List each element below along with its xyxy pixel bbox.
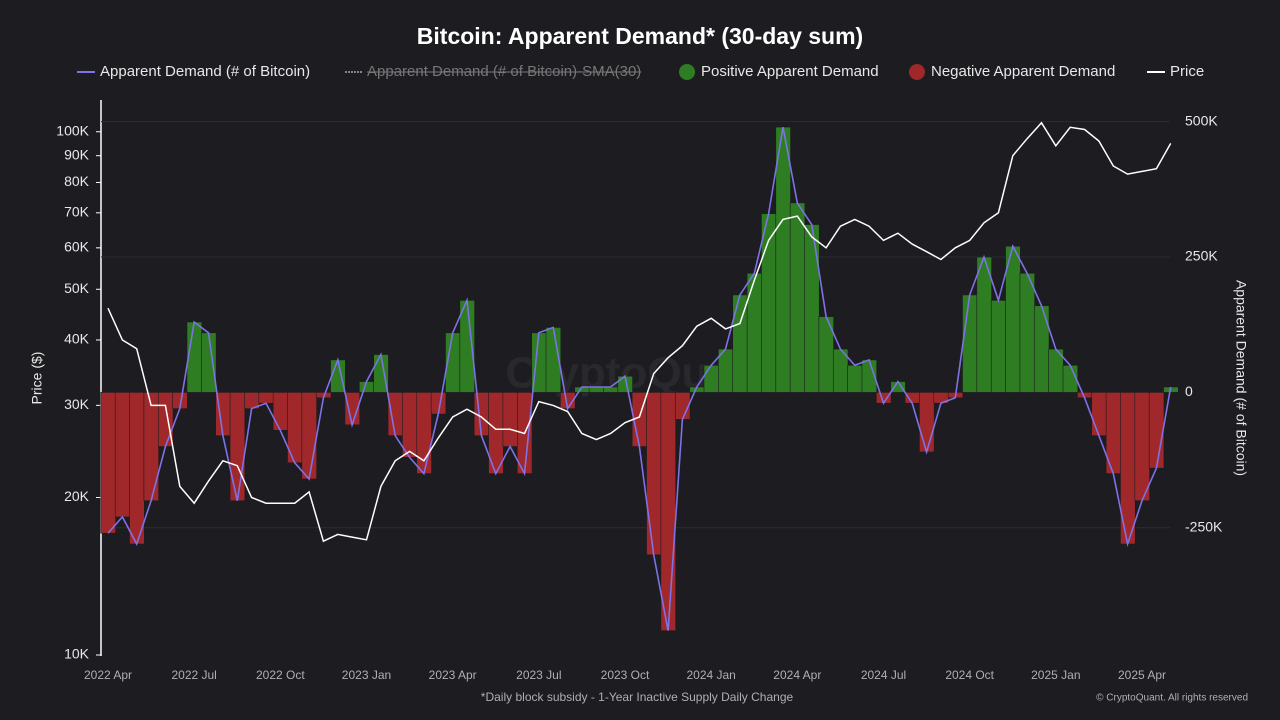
demand-bar bbox=[129, 392, 145, 545]
y-tick-label: 20K bbox=[64, 488, 90, 504]
demand-bar bbox=[100, 392, 116, 534]
demand-bar bbox=[660, 392, 676, 631]
demand-bar bbox=[990, 300, 1007, 393]
x-tick-label: 2024 Oct bbox=[945, 668, 994, 682]
y-tick-label: 50K bbox=[64, 280, 90, 296]
y2-tick-label: 500K bbox=[1185, 112, 1218, 128]
demand-bar bbox=[402, 392, 418, 458]
demand-bar bbox=[919, 392, 935, 453]
demand-bar bbox=[847, 365, 863, 393]
demand-bar bbox=[301, 392, 317, 480]
demand-bar bbox=[646, 392, 662, 556]
demand-bar bbox=[962, 294, 978, 393]
demand-bar bbox=[114, 392, 131, 518]
x-tick-label: 2023 Jul bbox=[516, 668, 561, 682]
legend-item[interactable]: Apparent Demand (# of Bitcoin)-SMA(30) bbox=[345, 63, 642, 80]
demand-bar bbox=[1033, 305, 1050, 393]
y-tick-label: 90K bbox=[64, 146, 90, 162]
legend-label: Price bbox=[1170, 63, 1204, 80]
y-tick-label: 10K bbox=[64, 646, 90, 662]
demand-bar bbox=[201, 332, 217, 393]
y-tick-label: 40K bbox=[64, 331, 90, 347]
demand-bar bbox=[1148, 392, 1165, 469]
y2-tick-label: 0 bbox=[1185, 383, 1193, 399]
demand-bar bbox=[746, 272, 763, 393]
demand-bar bbox=[229, 392, 246, 501]
legend-label: Positive Apparent Demand bbox=[701, 63, 879, 80]
x-tick-label: 2022 Jul bbox=[171, 668, 216, 682]
price-line bbox=[107, 121, 1172, 543]
chart-title: Bitcoin: Apparent Demand* (30-day sum) bbox=[417, 23, 863, 49]
demand-bar bbox=[1134, 392, 1150, 501]
demand-bar bbox=[775, 126, 791, 393]
demand-bar bbox=[143, 392, 159, 501]
x-tick-label: 2025 Jan bbox=[1031, 668, 1080, 682]
legend-label: Apparent Demand (# of Bitcoin)-SMA(30) bbox=[367, 63, 641, 80]
x-tick-label: 2022 Oct bbox=[256, 668, 305, 682]
demand-bar bbox=[789, 202, 806, 393]
y-tick-label: 60K bbox=[64, 239, 90, 255]
x-tick-label: 2023 Apr bbox=[429, 668, 477, 682]
y-tick-label: 100K bbox=[56, 122, 89, 138]
demand-bar bbox=[502, 392, 518, 447]
footnote: *Daily block subsidy - 1-Year Inactive S… bbox=[481, 690, 794, 704]
y-tick-label: 80K bbox=[64, 173, 90, 189]
demand-bar bbox=[1019, 272, 1035, 393]
demand-bar bbox=[804, 224, 820, 393]
legend-item[interactable]: Apparent Demand (# of Bitcoin) bbox=[77, 63, 310, 80]
demand-bar bbox=[976, 256, 992, 393]
demand-bar bbox=[258, 392, 274, 404]
legend-item[interactable]: Positive Apparent Demand bbox=[679, 63, 879, 80]
legend-label: Negative Apparent Demand bbox=[931, 63, 1115, 80]
demand-bar bbox=[904, 392, 921, 404]
y-tick-label: 30K bbox=[64, 396, 90, 412]
x-tick-label: 2024 Jan bbox=[686, 668, 735, 682]
demand-line bbox=[107, 126, 1172, 631]
x-tick-label: 2024 Apr bbox=[773, 668, 821, 682]
y-axis-title: Price ($) bbox=[29, 352, 45, 405]
copyright: © CryptoQuant. All rights reserved bbox=[1096, 693, 1248, 704]
y2-tick-label: 250K bbox=[1185, 248, 1218, 264]
x-tick-label: 2022 Apr bbox=[84, 668, 132, 682]
y-tick-label: 70K bbox=[64, 204, 90, 220]
x-tick-label: 2024 Jul bbox=[861, 668, 906, 682]
demand-bar bbox=[186, 321, 203, 393]
y2-axis-title: Apparent Demand (# of Bitcoin) bbox=[1233, 280, 1249, 476]
demand-bar bbox=[387, 392, 404, 437]
demand-bar bbox=[703, 365, 720, 393]
demand-bar bbox=[1091, 392, 1107, 437]
legend-marker bbox=[679, 64, 695, 80]
legend-item[interactable]: Negative Apparent Demand bbox=[909, 63, 1115, 80]
legend-marker bbox=[909, 64, 925, 80]
demand-bar bbox=[272, 392, 289, 431]
y2-tick-label: -250K bbox=[1185, 518, 1223, 534]
x-tick-label: 2025 Apr bbox=[1118, 668, 1166, 682]
legend-label: Apparent Demand (# of Bitcoin) bbox=[100, 63, 310, 80]
x-tick-label: 2023 Oct bbox=[601, 668, 650, 682]
x-tick-label: 2023 Jan bbox=[342, 668, 391, 682]
legend-item[interactable]: Price bbox=[1147, 63, 1204, 80]
